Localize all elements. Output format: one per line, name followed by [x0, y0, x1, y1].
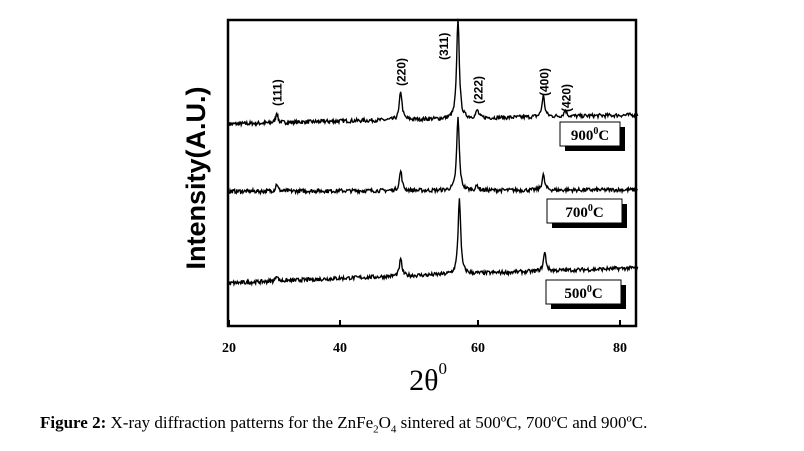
plot-frame — [226, 18, 638, 328]
series-line-500 — [228, 198, 639, 287]
figure-caption: Figure 2: X-ray diffraction patterns for… — [40, 413, 800, 435]
legend-box-900: 9000C — [559, 121, 625, 151]
legend-boxes: 9000C 7000C 5000C — [545, 121, 627, 309]
legend-label: 7000C — [565, 203, 603, 221]
x-axis-label-sup: 0 — [438, 359, 447, 378]
legend-label: 5000C — [564, 284, 602, 302]
y-axis-label: Intensity(A.U.) — [181, 86, 211, 269]
series-layer — [228, 18, 639, 287]
caption-text-2: O — [378, 413, 391, 432]
caption-sub-2: 4 — [390, 423, 397, 436]
x-ticks: 20 40 60 80 — [222, 320, 627, 356]
x-tick-label: 80 — [613, 341, 627, 356]
legend-label: 9000C — [571, 126, 609, 144]
caption-text-1: X-ray diffraction patterns for the ZnFe — [106, 413, 374, 432]
peak-label: (220) — [395, 58, 409, 86]
x-axis-label: 2θ0 — [409, 359, 447, 397]
peak-label: (111) — [271, 79, 285, 106]
caption-text-3: sintered at 500ºC, 700ºC and 900ºC. — [396, 413, 648, 432]
legend-box-500: 5000C — [545, 279, 626, 309]
peak-label: (311) — [437, 33, 451, 60]
x-tick-label: 20 — [222, 341, 236, 356]
peak-label: (222) — [471, 76, 485, 104]
series-line-700 — [228, 116, 638, 196]
series-line-900 — [228, 18, 639, 128]
caption-sub-1: 2 — [373, 423, 379, 436]
x-tick-label: 40 — [333, 341, 347, 356]
peak-annotations: (111) (220) (311) (222) (400) (420) — [271, 33, 574, 112]
x-tick-label: 60 — [471, 341, 485, 356]
peak-label: (420) — [559, 84, 573, 112]
x-axis-label-main: 2θ — [409, 364, 438, 397]
peak-label: (400) — [537, 68, 551, 96]
caption-label: Figure 2: — [40, 413, 107, 432]
legend-box-700: 7000C — [546, 198, 627, 228]
